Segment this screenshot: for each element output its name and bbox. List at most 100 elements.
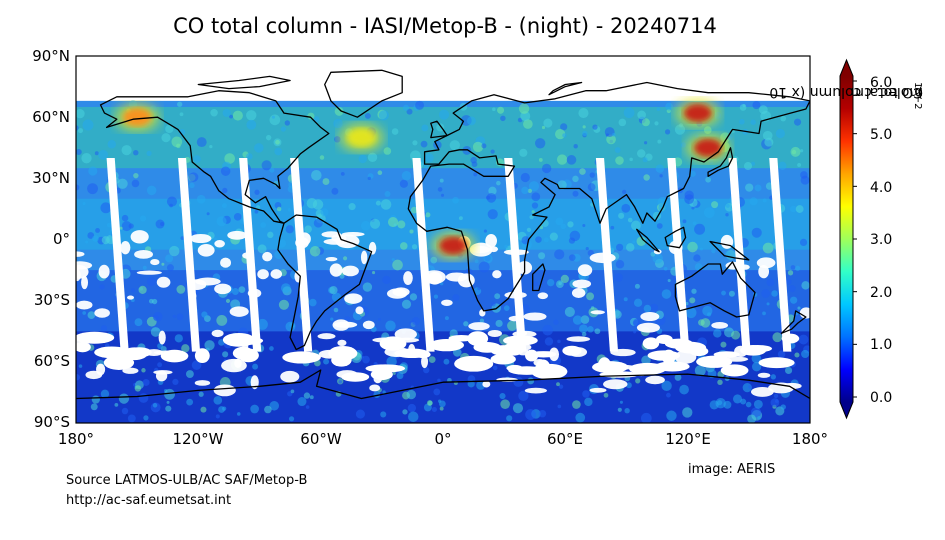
field-speck <box>780 404 786 410</box>
field-speck <box>666 392 671 398</box>
field-speck <box>717 379 723 386</box>
field-speck <box>642 157 648 163</box>
field-speck <box>157 362 163 368</box>
coastline-africa-eurasia <box>407 81 810 312</box>
field-speck <box>114 403 119 407</box>
field-speck <box>568 237 576 244</box>
field-speck <box>579 168 586 175</box>
cloud-gap <box>134 249 154 259</box>
cloud-gap <box>370 369 393 381</box>
cloud-gap <box>468 322 490 331</box>
field-speck <box>257 318 268 330</box>
field-speck <box>209 145 213 149</box>
field-speck <box>538 252 546 260</box>
field-speck <box>161 133 171 143</box>
field-speck <box>705 176 712 183</box>
field-speck <box>196 194 206 204</box>
field-speck <box>309 246 321 257</box>
field-speck <box>166 196 178 207</box>
field-speck <box>118 393 130 404</box>
field-speck <box>557 180 567 190</box>
swath-gap <box>667 157 690 352</box>
hotspot-core <box>347 128 376 147</box>
field-speck <box>157 343 164 349</box>
field-speck <box>201 311 208 318</box>
field-speck <box>519 148 528 157</box>
field-speck <box>624 408 630 414</box>
cloud-gap <box>130 230 149 244</box>
field-speck <box>682 219 687 224</box>
field-speck <box>619 400 623 404</box>
field-speck <box>415 100 425 110</box>
cloud-gap <box>640 311 660 322</box>
field-speck <box>165 405 172 412</box>
cloud-gap <box>155 370 168 382</box>
coastline-borneo <box>664 226 687 249</box>
field-speck <box>367 176 371 181</box>
field-speck <box>151 298 158 305</box>
field-speck <box>250 404 259 414</box>
field-speck <box>439 281 444 286</box>
field-speck <box>407 403 417 413</box>
field-speck <box>542 324 553 336</box>
colorbar-min-extend <box>840 402 853 418</box>
field-speck <box>402 104 410 111</box>
cloud-gap <box>482 380 491 388</box>
field-speck <box>587 183 596 191</box>
field-speck <box>650 251 656 257</box>
cloud-gap <box>194 348 210 364</box>
source-url[interactable]: http://ac-saf.eumetsat.int <box>66 493 232 508</box>
field-speck <box>772 332 783 343</box>
field-speck <box>585 247 589 251</box>
field-speck <box>578 108 589 119</box>
field-speck <box>659 174 663 178</box>
cloud-gap <box>711 321 729 329</box>
field-speck <box>216 216 227 227</box>
cloud-gap <box>379 336 407 351</box>
field-speck <box>487 209 498 220</box>
cloud-gap <box>337 339 347 346</box>
field-speck <box>541 125 546 130</box>
field-speck <box>246 153 253 160</box>
field-speck <box>745 401 752 408</box>
field-speck <box>269 346 274 351</box>
field-speck <box>224 153 235 164</box>
field-speck <box>754 184 762 192</box>
cloud-gap <box>394 348 430 359</box>
cb-tick-2: 2.0 <box>870 285 893 301</box>
field-speck <box>773 393 779 399</box>
field-speck <box>667 278 671 283</box>
field-speck <box>221 203 227 209</box>
cloud-gap <box>332 347 346 364</box>
field-speck <box>584 397 593 407</box>
field-speck <box>100 325 108 332</box>
lon-label-60w: 60°W <box>300 430 342 448</box>
field-speck <box>375 200 381 206</box>
swath-gap <box>595 157 619 352</box>
field-speck <box>641 355 651 366</box>
field-speck <box>777 350 786 358</box>
field-speck <box>431 406 437 413</box>
field-speck <box>146 150 152 156</box>
field-speck <box>753 399 763 409</box>
field-speck <box>254 209 259 214</box>
cloud-gap <box>76 331 115 344</box>
swath-gap <box>412 157 435 352</box>
field-speck <box>492 365 498 371</box>
field-speck <box>579 324 588 334</box>
field-speck <box>580 315 590 324</box>
cloud-gap <box>720 364 749 377</box>
field-speck <box>778 161 787 170</box>
field-speck <box>155 219 165 229</box>
field-speck <box>520 172 530 183</box>
field-speck <box>401 170 412 181</box>
field-speck <box>444 316 449 321</box>
field-speck <box>471 161 478 168</box>
field-speck <box>582 130 588 137</box>
field-speck <box>152 403 158 408</box>
field-speck <box>473 172 478 177</box>
field-speck <box>433 388 441 396</box>
field-speck <box>643 304 652 313</box>
field-speck <box>439 406 444 411</box>
field-speck <box>288 416 295 422</box>
